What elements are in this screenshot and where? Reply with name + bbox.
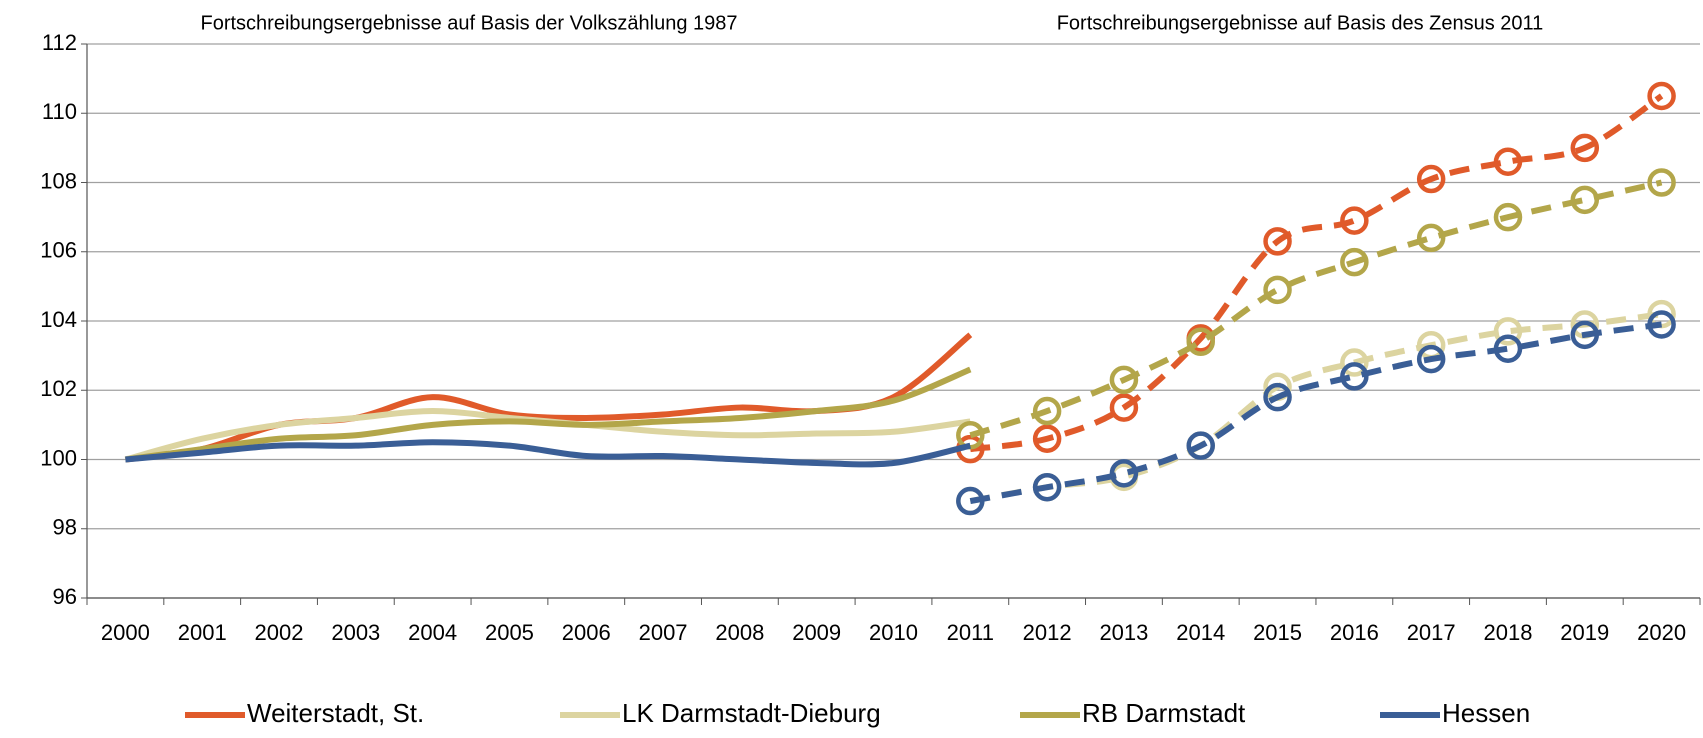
y-tick-label: 110 (42, 99, 77, 124)
x-tick-label: 2006 (562, 620, 611, 645)
marker (1570, 185, 1600, 215)
marker (1340, 348, 1369, 377)
x-tick-label: 2012 (1023, 620, 1072, 645)
x-tick-label: 2008 (715, 620, 764, 645)
marker (1416, 223, 1446, 253)
x-tick-label: 2007 (639, 620, 688, 645)
y-tick-label: 106 (40, 238, 77, 263)
marker (1416, 344, 1446, 374)
x-tick-label: 2013 (1099, 620, 1148, 645)
x-tick-label: 2014 (1176, 620, 1225, 645)
line (969, 179, 1663, 439)
x-tick-label: 2003 (331, 620, 380, 645)
x-tick-label: 2002 (255, 620, 304, 645)
y-tick-label: 96 (53, 584, 77, 609)
marker (1109, 365, 1139, 395)
marker (1340, 206, 1369, 235)
marker (1647, 310, 1676, 339)
marker (1570, 320, 1600, 350)
y-tick-label: 112 (42, 30, 77, 55)
marker (1109, 459, 1139, 488)
x-tick-label: 2009 (792, 620, 841, 645)
line (969, 321, 1663, 505)
marker (1340, 247, 1369, 277)
x-tick-label: 2001 (178, 620, 227, 645)
marker (1493, 334, 1523, 363)
marker (956, 486, 985, 516)
x-tick-label: 2004 (408, 620, 457, 645)
marker (1186, 431, 1215, 460)
legend-label: LK Darmstadt-Dieburg (622, 698, 881, 728)
line (125, 366, 972, 463)
marker (1493, 202, 1523, 232)
marker (1570, 133, 1600, 163)
x-tick-label: 2020 (1637, 620, 1686, 645)
line (969, 311, 1663, 505)
x-tick-label: 2005 (485, 620, 534, 645)
marker (1340, 362, 1369, 391)
y-tick-label: 104 (40, 307, 77, 332)
annotation: Fortschreibungsergebnisse auf Basis der … (201, 12, 738, 34)
marker (1493, 317, 1523, 346)
marker (1109, 393, 1139, 422)
line (125, 439, 971, 468)
x-tick-label: 2011 (947, 620, 994, 645)
legend-label: Hessen (1442, 698, 1530, 728)
marker (1416, 164, 1446, 194)
y-tick-label: 100 (40, 445, 77, 470)
marker (1032, 472, 1062, 502)
y-tick-label: 108 (40, 168, 77, 193)
marker (1032, 424, 1062, 453)
legend-label: Weiterstadt, St. (247, 698, 424, 728)
x-tick-label: 2019 (1560, 620, 1609, 645)
marker (1263, 227, 1292, 256)
marker (1647, 81, 1676, 111)
marker (1032, 396, 1062, 426)
x-tick-label: 2015 (1253, 620, 1302, 645)
annotation: Fortschreibungsergebnisse auf Basis des … (1057, 12, 1544, 34)
x-tick-label: 2000 (101, 620, 150, 645)
marker (1263, 275, 1292, 305)
marker (1186, 327, 1215, 357)
x-tick-label: 2016 (1330, 620, 1379, 645)
marker (1263, 382, 1292, 412)
y-tick-label: 102 (40, 376, 77, 401)
x-tick-label: 2017 (1407, 620, 1456, 645)
marker (1493, 147, 1523, 176)
y-tick-label: 98 (53, 515, 77, 540)
x-tick-label: 2018 (1483, 620, 1532, 645)
marker (1647, 168, 1676, 197)
legend-label: RB Darmstadt (1082, 698, 1246, 728)
x-tick-label: 2010 (869, 620, 918, 645)
